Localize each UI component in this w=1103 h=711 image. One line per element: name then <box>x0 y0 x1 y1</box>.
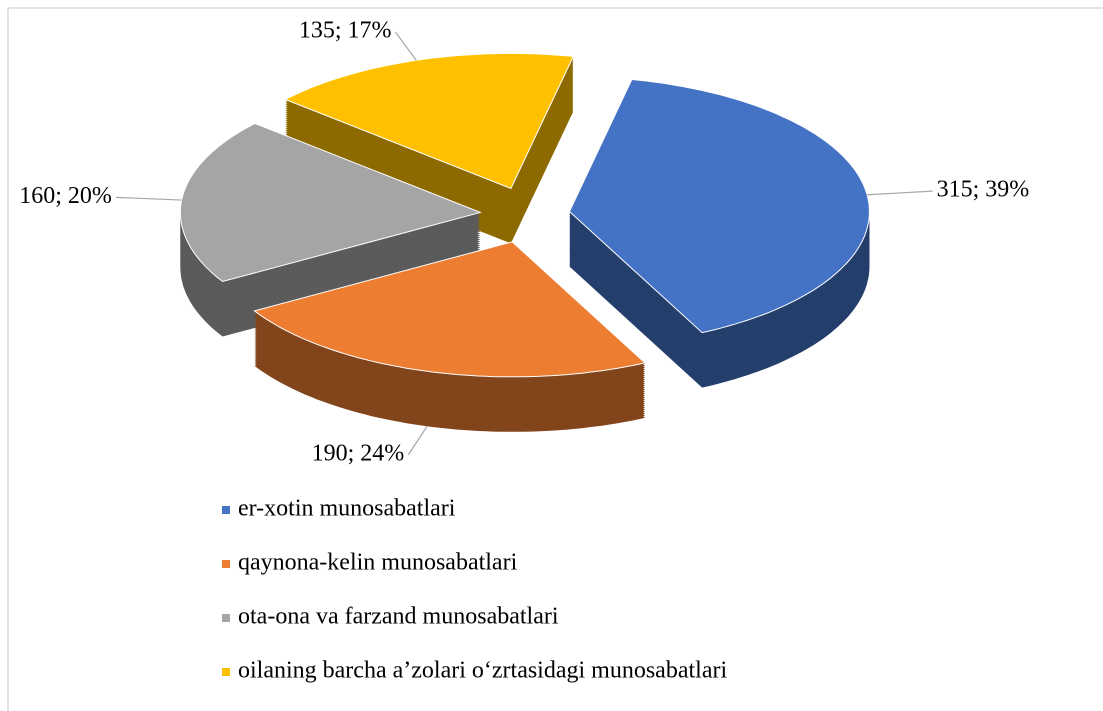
legend-label: ota-ona va farzand munosabatlari <box>238 604 559 630</box>
leader-line <box>395 31 417 61</box>
legend-label: er-xotin munosabatlari <box>238 496 456 522</box>
legend-label: qaynona-kelin munosabatlari <box>238 550 518 576</box>
slice <box>568 78 870 388</box>
legend-label: oilaning barcha a’zolari o‘zrtasidagi mu… <box>238 658 727 684</box>
data-label: 190; 24% <box>312 440 405 466</box>
data-label: 315; 39% <box>937 177 1030 203</box>
data-label: 160; 20% <box>19 183 112 209</box>
slice-top <box>179 122 482 283</box>
slice <box>179 122 482 337</box>
leader-line <box>407 425 428 456</box>
legend-swatch <box>222 506 230 514</box>
slice <box>253 241 647 432</box>
slice-top <box>253 241 647 378</box>
slice-top <box>568 78 870 334</box>
leader-line <box>867 190 933 196</box>
legend-swatch <box>222 668 230 676</box>
legend-swatch <box>222 614 230 622</box>
legend-swatch <box>222 560 230 568</box>
leader-line <box>115 196 182 201</box>
data-label: 135; 17% <box>299 18 392 44</box>
slice <box>284 52 575 244</box>
